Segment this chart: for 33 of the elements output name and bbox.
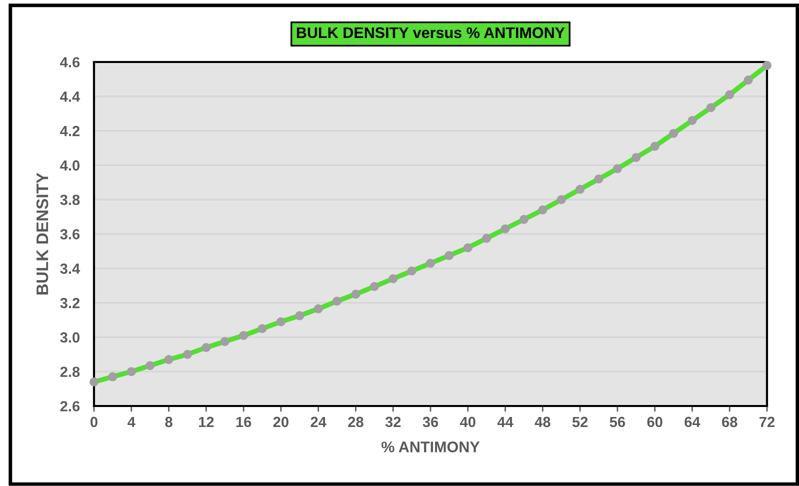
y-tick-label: 4.2 — [60, 126, 80, 136]
x-tick-label: 8 — [165, 416, 172, 428]
y-tick-label: 3.4 — [60, 264, 80, 274]
y-tick-label: 3.0 — [60, 332, 80, 343]
x-tick-label: 12 — [198, 416, 214, 427]
x-tick-label: 52 — [572, 416, 588, 428]
x-tick-label: 20 — [273, 416, 288, 428]
x-tick-label: 28 — [348, 416, 364, 428]
y-tick-label: 2.8 — [60, 366, 80, 378]
y-tick-label: 3.6 — [60, 229, 80, 240]
y-tick-label: 2.6 — [60, 401, 80, 412]
x-tick-label: 16 — [236, 416, 252, 428]
x-axis-title: % ANTIMONY — [382, 442, 480, 452]
x-tick-label: 36 — [422, 416, 438, 428]
y-tick-label: 3.8 — [60, 194, 80, 206]
chart-title: BULK DENSITY versus % ANTIMONY — [296, 27, 565, 38]
x-tick-label: 68 — [722, 416, 738, 428]
x-tick-label: 60 — [647, 416, 662, 428]
x-tick-label: 44 — [497, 416, 514, 427]
y-tick-label: 4.6 — [60, 57, 80, 68]
x-tick-label: 32 — [385, 416, 401, 428]
y-tick-label: 4.4 — [60, 92, 80, 102]
x-tick-label: 48 — [534, 416, 550, 428]
x-tick-label: 40 — [460, 416, 476, 428]
x-tick-label: 64 — [684, 416, 700, 428]
x-tick-label: 56 — [610, 416, 626, 428]
x-tick-label: 4 — [128, 416, 136, 427]
x-tick-label: 72 — [760, 416, 775, 427]
y-tick-label: 3.2 — [60, 298, 80, 308]
x-tick-label: 24 — [310, 416, 326, 427]
y-tick-label: 4.0 — [60, 160, 80, 171]
y-axis-title: BULK DENSITY — [36, 172, 48, 294]
x-tick-label: 0 — [90, 416, 98, 428]
